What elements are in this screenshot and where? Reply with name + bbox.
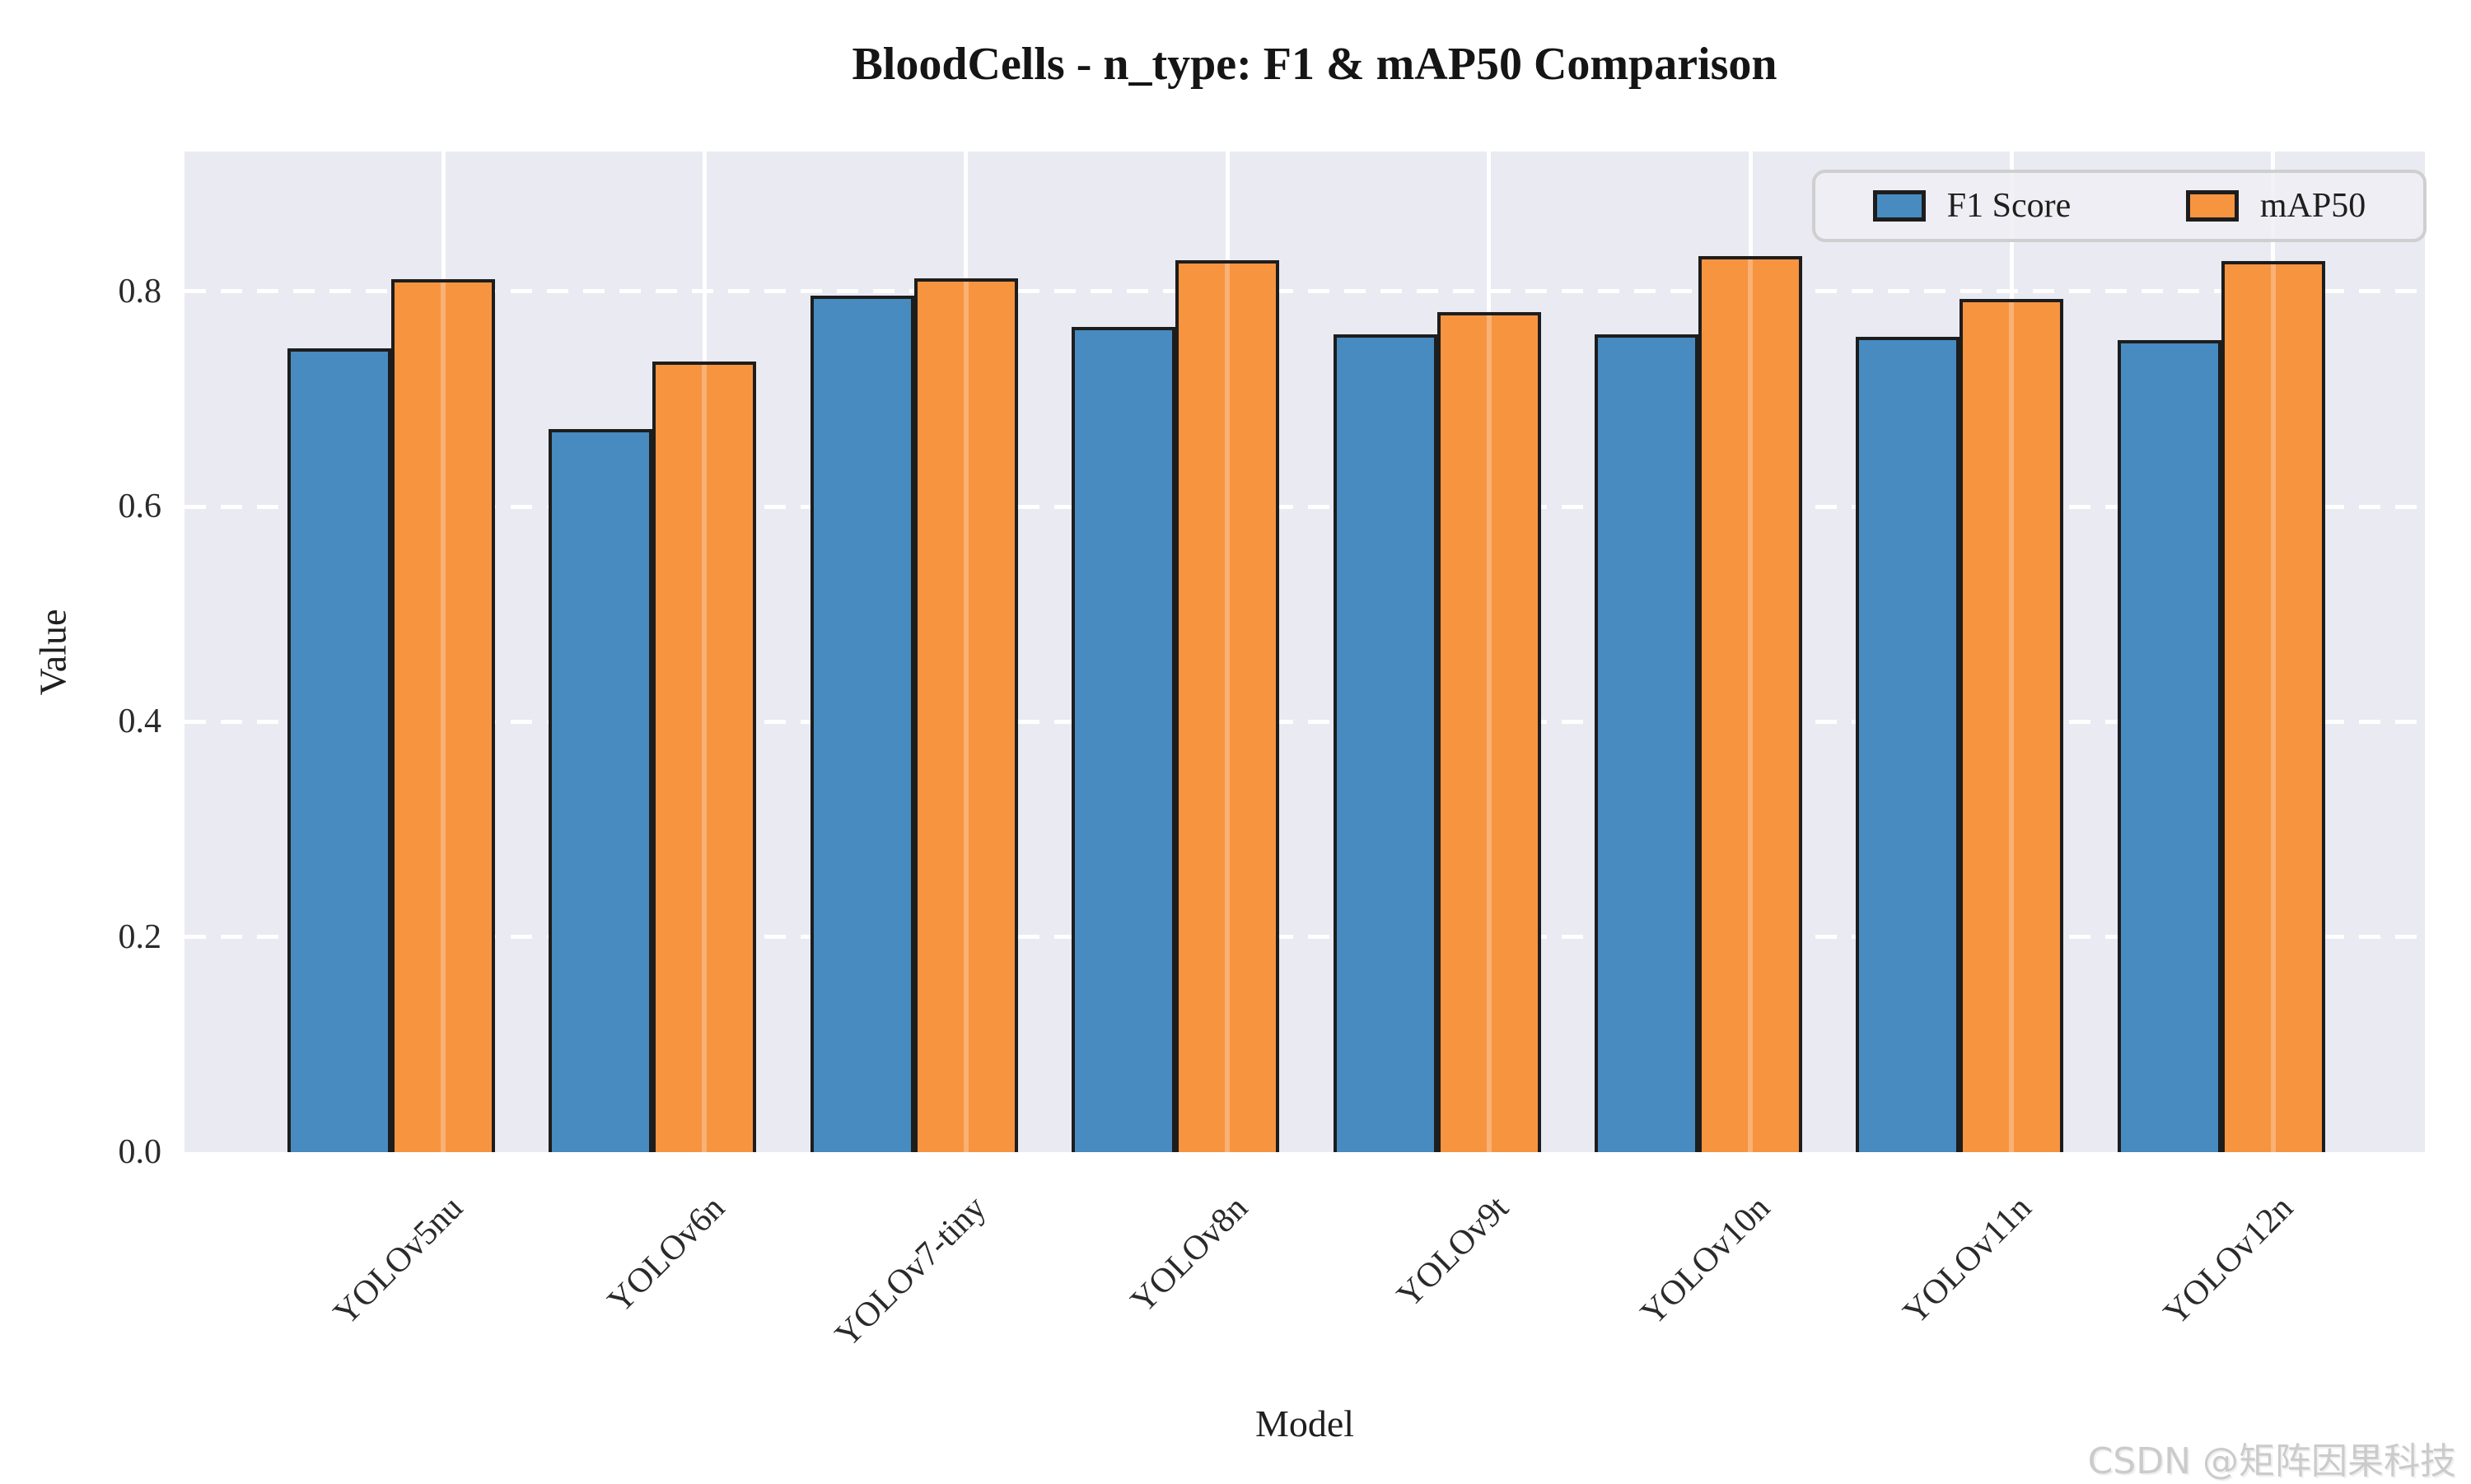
legend-entry: mAP50	[2185, 186, 2366, 226]
bar-f1-YOLOv8n	[1072, 326, 1176, 1152]
gridline-overlay	[963, 282, 969, 1152]
chart-title: BloodCells - n_type: F1 & mAP50 Comparis…	[852, 39, 1777, 90]
y-tick-label: 0.8	[118, 272, 162, 310]
legend-label: mAP50	[2259, 187, 2366, 225]
bar-map50-YOLOv6n	[652, 361, 757, 1152]
gridline-horizontal	[185, 719, 2425, 724]
legend: F1 Score mAP50	[1812, 170, 2427, 242]
bar-f1-YOLOv10n	[1595, 334, 1698, 1152]
bar-f1-YOLOv9t	[1333, 334, 1437, 1152]
gridline-horizontal	[185, 289, 2425, 294]
legend-label: F1 Score	[1946, 187, 2072, 225]
gridline-overlay	[1225, 263, 1231, 1152]
x-tick-label: YOLOv6n	[600, 1188, 732, 1321]
gridline-overlay	[2009, 301, 2015, 1152]
x-tick-label: YOLOv5nu	[326, 1188, 471, 1333]
x-tick-label: YOLOv8n	[1123, 1188, 1255, 1321]
legend-swatch	[2185, 190, 2239, 222]
bar-map50-YOLOv8n	[1175, 259, 1280, 1152]
y-tick-label: 0.0	[118, 1133, 162, 1171]
bar-f1-YOLOv12n	[2117, 339, 2221, 1152]
gridline-overlay	[702, 364, 708, 1152]
bar-map50-YOLOv10n	[1698, 255, 1802, 1152]
bar-map50-YOLOv5nu	[391, 279, 495, 1152]
x-tick-label: YOLOv9t	[1390, 1188, 1516, 1315]
gridline-overlay	[2270, 264, 2276, 1152]
x-axis-label: Model	[1254, 1402, 1355, 1444]
x-tick-label: YOLOv11n	[1896, 1188, 2039, 1332]
plot-area	[185, 152, 2425, 1152]
y-tick-label: 0.6	[118, 488, 162, 526]
gridline-overlay	[1748, 259, 1753, 1152]
bar-f1-YOLOv6n	[549, 429, 653, 1152]
y-tick-label: 0.2	[118, 917, 162, 956]
bar-map50-YOLOv12n	[2221, 261, 2325, 1152]
bar-f1-YOLOv5nu	[287, 348, 391, 1152]
bar-f1-YOLOv7-tiny	[810, 296, 914, 1152]
gridline-overlay	[441, 282, 446, 1152]
x-tick-label: YOLOv7-tiny	[828, 1188, 994, 1355]
bar-map50-YOLOv9t	[1436, 311, 1541, 1152]
x-tick-label: YOLOv10n	[1633, 1188, 1778, 1333]
legend-entry: F1 Score	[1872, 186, 2072, 226]
bar-map50-YOLOv7-tiny	[913, 278, 1018, 1152]
legend-swatch	[1872, 190, 1926, 222]
gridline-horizontal	[185, 935, 2425, 940]
y-axis-label: Value	[31, 609, 74, 696]
gridline-horizontal	[185, 504, 2425, 509]
bar-f1-YOLOv11n	[1856, 336, 1960, 1152]
bar-map50-YOLOv11n	[1960, 298, 2064, 1152]
x-tick-label: YOLOv12n	[2156, 1188, 2301, 1333]
watermark: CSDN @矩阵因果科技	[2087, 1440, 2456, 1482]
gridline-overlay	[1486, 315, 1492, 1152]
y-tick-label: 0.4	[118, 702, 162, 741]
